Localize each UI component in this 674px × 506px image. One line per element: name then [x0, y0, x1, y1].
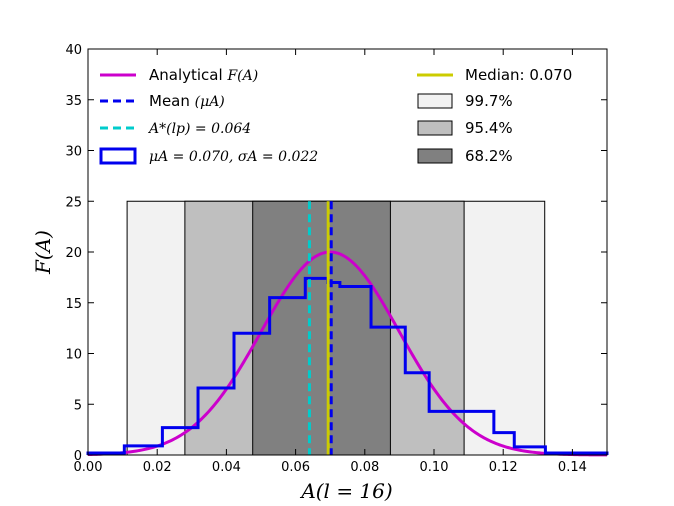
y-axis-label: F(A): [31, 230, 55, 275]
y-tick-label: 25: [65, 195, 82, 210]
x-tick-label: 0.12: [489, 460, 518, 475]
x-tick-label: 0.10: [420, 460, 449, 475]
confidence-band-682: [252, 200, 391, 456]
legend-label-analytical: Analytical F(A): [149, 66, 258, 84]
x-axis-label: A(l = 16): [299, 479, 392, 503]
legend-label-band-997: 99.7%: [465, 92, 513, 110]
y-tick-label: 20: [65, 246, 82, 261]
analytical-curve: [87, 250, 608, 457]
legend-swatch-band-682: [417, 148, 453, 164]
histogram-outline: [86, 276, 609, 455]
plot-area: [86, 200, 609, 457]
y-tick-label: 0: [74, 449, 82, 464]
y-tick-label: 5: [74, 398, 82, 413]
x-tick-label: 0.04: [212, 460, 241, 475]
legend-label-astar: A*(lp) = 0.064: [147, 121, 251, 137]
y-tick-label: 10: [65, 348, 82, 363]
x-tick-label: 0.06: [281, 460, 310, 475]
y-tick-label: 40: [65, 43, 82, 58]
legend-label-band-954: 95.4%: [465, 119, 513, 137]
x-tick-label: 0.02: [143, 460, 172, 475]
legend-swatch-histogram: [99, 147, 137, 165]
y-tick-label: 35: [65, 94, 82, 109]
legend-swatch-band-954: [417, 120, 453, 136]
legend-label-median: Median: 0.070: [465, 66, 572, 84]
legend-label-band-682: 68.2%: [465, 147, 513, 165]
legend-label-histogram: μA = 0.070, σA = 0.022: [149, 149, 318, 165]
x-tick-label: 0.08: [350, 460, 379, 475]
legend: Analytical F(A) Mean (μA) A*(lp) = 0.064 μA…: [99, 66, 572, 165]
y-tick-label: 15: [65, 297, 82, 312]
legend-label-mean: Mean (μA): [149, 92, 225, 110]
y-tick-label: 30: [65, 145, 82, 160]
x-tick-label: 0.14: [558, 460, 587, 475]
x-tick-label: 0.00: [74, 460, 103, 475]
legend-swatch-band-997: [417, 93, 453, 109]
axis-ticks: 0.00 0.02 0.04 0.06 0.08 0.10 0.12 0.14 0 5 10 15 20…: [65, 43, 607, 475]
